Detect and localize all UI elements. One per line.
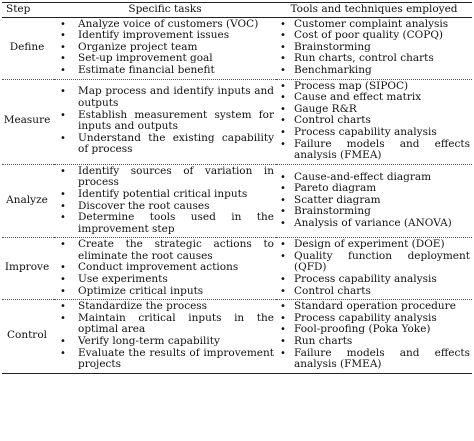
tasks-list: Standardize the process Maintain critica…: [56, 301, 274, 371]
list-item: Standard operation procedure: [278, 301, 470, 313]
list-item: Process capability analysis: [278, 312, 470, 325]
tasks-cell: Analyze voice of customers (VOC) Identif…: [54, 17, 276, 80]
list-item: Cause-and-effect diagram: [278, 171, 470, 184]
table-row-analyze: Analyze Identify sources of variation in…: [2, 164, 472, 239]
tasks-list: Analyze voice of customers (VOC) Identif…: [56, 18, 274, 77]
list-item: Quality function deployment (QFD): [278, 250, 470, 274]
list-item: Analyze voice of customers (VOC): [56, 18, 274, 31]
list-item: Process capability analysis: [278, 273, 470, 286]
tasks-cell: Create the strategic actions to eliminat…: [54, 237, 276, 301]
list-item: Cause and effect matrix: [278, 92, 470, 104]
tasks-cell: Standardize the process Maintain critica…: [54, 299, 276, 374]
list-item: Create the strategic actions to eliminat…: [56, 238, 274, 262]
list-item: Cost of poor quality (COPQ): [278, 30, 470, 42]
table-row-measure: Measure Map process and identify inputs …: [2, 79, 472, 165]
table-row-define: Define Analyze voice of customers (VOC) …: [2, 17, 472, 80]
table-row-control: Control Standardize the process Maintain…: [2, 299, 472, 374]
list-item: Brainstorming: [278, 206, 470, 218]
tools-list: Standard operation procedure Process cap…: [278, 301, 470, 371]
list-item: Identify potential critical inputs: [56, 188, 274, 201]
header-tasks: Specific tasks: [54, 2, 276, 18]
tasks-list: Identify sources of variation in process…: [56, 165, 274, 236]
tools-list: Design of experiment (DOE) Quality funct…: [278, 239, 470, 297]
header-tools: Tools and techniques employed: [276, 2, 472, 18]
list-item: Determine tools used in the improvement …: [56, 211, 274, 235]
step-name: Define: [2, 17, 54, 80]
list-item: Run charts: [278, 335, 470, 348]
list-item: Control charts: [278, 115, 470, 127]
table-header: Step Specific tasks Tools and techniques…: [2, 2, 472, 18]
list-item: Customer complaint analysis: [278, 18, 470, 31]
step-name: Analyze: [2, 164, 54, 239]
table-body: Define Analyze voice of customers (VOC) …: [2, 17, 472, 374]
tools-cell: Standard operation procedure Process cap…: [276, 299, 472, 374]
list-item: Understand the existing capability of pr…: [56, 132, 274, 156]
list-item: Process capability analysis: [278, 126, 470, 139]
table-row-improve: Improve Create the strategic actions to …: [2, 237, 472, 301]
tools-list: Cause-and-effect diagram Pareto diagram …: [278, 171, 470, 230]
list-item: Design of experiment (DOE): [278, 239, 470, 251]
step-name: Measure: [2, 79, 54, 165]
list-item: Set-up improvement goal: [56, 53, 274, 65]
list-item: Maintain critical inputs in the optimal …: [56, 312, 274, 336]
step-name: Improve: [2, 237, 54, 301]
list-item: Scatter diagram: [278, 194, 470, 207]
list-item: Fool-proofing (Poka Yoke): [278, 324, 470, 336]
list-item: Failure models and effects analysis (FME…: [278, 347, 470, 371]
list-item: Map process and identify inputs and outp…: [56, 86, 274, 109]
list-item: Run charts, control charts: [278, 53, 470, 65]
list-item: Gauge R&R: [278, 103, 470, 116]
tools-cell: Customer complaint analysis Cost of poor…: [276, 17, 472, 80]
list-item: Pareto diagram: [278, 183, 470, 195]
tools-cell: Cause-and-effect diagram Pareto diagram …: [276, 164, 472, 239]
list-item: Identify improvement issues: [56, 30, 274, 42]
step-name: Control: [2, 299, 54, 374]
list-item: Optimize critical inputs: [56, 285, 274, 298]
list-item: Identify sources of variation in process: [56, 165, 274, 189]
tasks-list: Create the strategic actions to eliminat…: [56, 238, 274, 298]
list-item: Brainstorming: [278, 41, 470, 54]
tasks-list: Map process and identify inputs and outp…: [56, 86, 274, 156]
list-item: Failure models and effects analysis (FME…: [278, 138, 470, 162]
header-step: Step: [2, 2, 54, 18]
list-item: Standardize the process: [56, 301, 274, 313]
list-item: Use experiments: [56, 273, 274, 286]
list-item: Conduct improvement actions: [56, 262, 274, 274]
tools-list: Process map (SIPOC) Cause and effect mat…: [278, 80, 470, 162]
tasks-cell: Map process and identify inputs and outp…: [54, 79, 276, 165]
list-item: Control charts: [278, 285, 470, 298]
tasks-cell: Identify sources of variation in process…: [54, 164, 276, 239]
list-item: Evaluate the results of improvement proj…: [56, 347, 274, 371]
tools-cell: Process map (SIPOC) Cause and effect mat…: [276, 79, 472, 165]
dmaic-table: Step Specific tasks Tools and techniques…: [2, 2, 472, 374]
list-item: Analysis of variance (ANOVA): [278, 217, 470, 230]
list-item: Verify long-term capability: [56, 335, 274, 348]
list-item: Establish measurement system for inputs …: [56, 109, 274, 133]
list-item: Discover the root causes: [56, 200, 274, 213]
tools-cell: Design of experiment (DOE) Quality funct…: [276, 237, 472, 301]
tools-list: Customer complaint analysis Cost of poor…: [278, 18, 470, 77]
list-item: Organize project team: [56, 41, 274, 54]
list-item: Estimate financial benefit: [56, 64, 274, 77]
list-item: Benchmarking: [278, 64, 470, 77]
header-row: Step Specific tasks Tools and techniques…: [2, 2, 472, 18]
list-item: Process map (SIPOC): [278, 80, 470, 93]
